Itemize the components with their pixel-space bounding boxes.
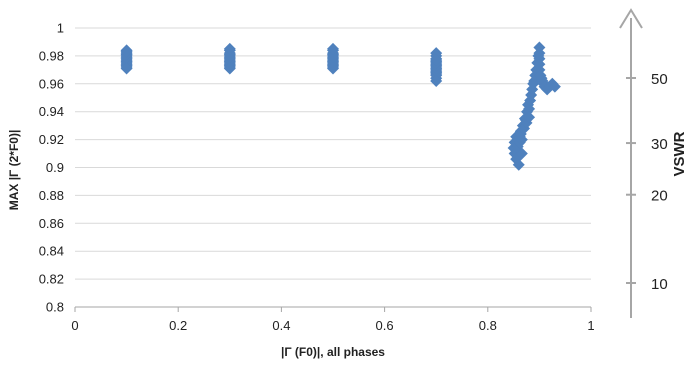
y-tick-label: 0.88 [39,188,64,203]
data-point [327,62,339,75]
x-tick-label: 0.4 [272,318,290,333]
vswr-tick-label: 30 [651,136,668,153]
vswr-tick-label: 10 [651,276,668,293]
y-tick-label: 0.9 [46,160,64,175]
y-tick-label: 0.96 [39,76,64,91]
y-tick-label: 0.82 [39,272,64,287]
x-tick-label: 0.2 [169,318,187,333]
y-tick-label: 1 [57,21,64,36]
data-point [120,45,133,58]
vswr-axis: 10 20 30 50 [619,8,668,318]
y-tick-label: 0.8 [46,300,64,315]
y-tick-label: 0.86 [39,216,64,231]
data-point [512,158,525,171]
y-tick-labels: 0.8 0.82 0.84 0.86 0.88 0.9 0.92 0.94 0.96 0.98 1 [39,21,64,315]
data-point [223,42,236,55]
x-tick-label: 1 [587,318,594,333]
data-point [430,47,443,60]
data-point [430,75,443,88]
vswr-tick-label: 50 [651,71,668,88]
x-tick-label: 0.8 [479,318,497,333]
x-axis-title: |Γ (F0)|, all phases [281,345,385,359]
data-point [548,80,561,93]
y-tick-label: 0.92 [39,132,64,147]
y-axis-title: MAX |Γ (2*F0)| [7,130,21,211]
vswr-axis-title: VSWR [671,131,688,176]
data-point [523,111,536,124]
x-tick-label: 0 [71,318,78,333]
y-tick-label: 0.84 [39,244,64,259]
data-point [515,133,528,146]
data-point [223,62,236,75]
y-tick-label: 0.98 [39,48,64,63]
data-points [120,41,561,171]
x-tick-label: 0.6 [376,318,394,333]
data-point [430,54,443,67]
gridlines [74,27,592,312]
data-point [327,42,339,55]
x-tick-labels: 0 0.2 0.4 0.6 0.8 1 [71,318,594,333]
data-point [523,102,536,115]
vswr-arrow-icon [619,8,643,29]
vswr-tick-label: 20 [651,188,668,205]
data-point [120,62,133,75]
y-tick-label: 0.94 [39,104,64,119]
